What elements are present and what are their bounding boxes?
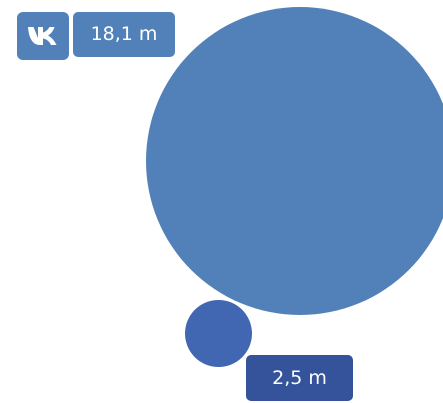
secondary-bubble (185, 300, 252, 367)
vk-logo-icon (17, 12, 69, 60)
secondary-value-label: 2,5 m (246, 355, 353, 401)
vk-bubble (146, 7, 443, 315)
vk-logo-icon-graphic (28, 27, 57, 45)
vk-value-label: 18,1 m (73, 12, 175, 57)
